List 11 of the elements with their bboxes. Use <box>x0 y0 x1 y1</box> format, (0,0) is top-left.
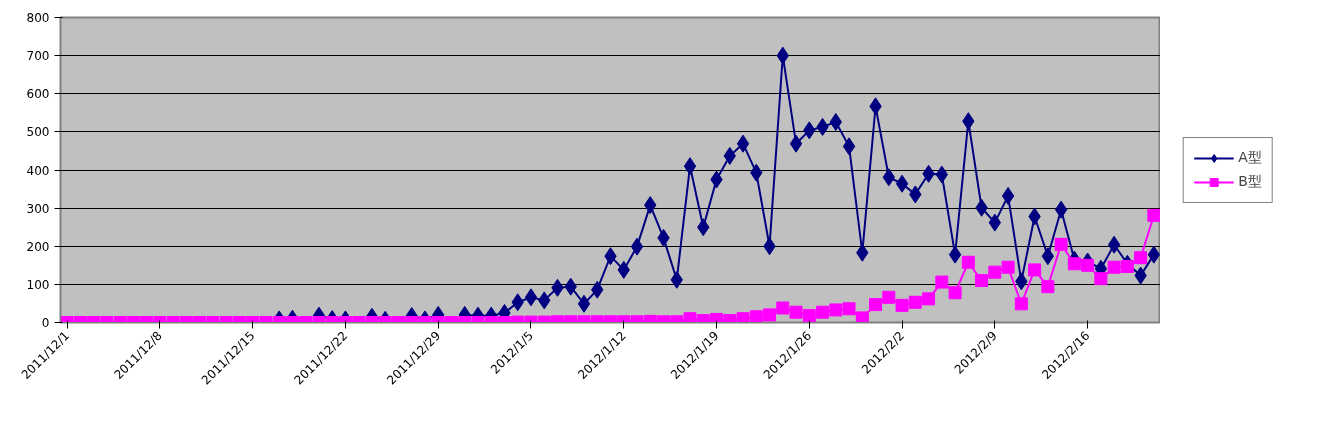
y-tick-label: 700 <box>26 49 50 64</box>
y-tick-label: 400 <box>26 163 50 178</box>
legend-label: B型 <box>1238 172 1262 191</box>
y-tick-label: 500 <box>26 125 50 140</box>
legend-label: A型 <box>1238 148 1262 167</box>
y-tick-label: 200 <box>26 239 50 254</box>
y-tick-label: 100 <box>26 277 50 292</box>
y-tick-label: 800 <box>26 11 50 25</box>
y-tick-label: 0 <box>41 316 50 330</box>
y-tick-label: 300 <box>26 201 50 216</box>
y-tick-label: 600 <box>26 87 50 102</box>
